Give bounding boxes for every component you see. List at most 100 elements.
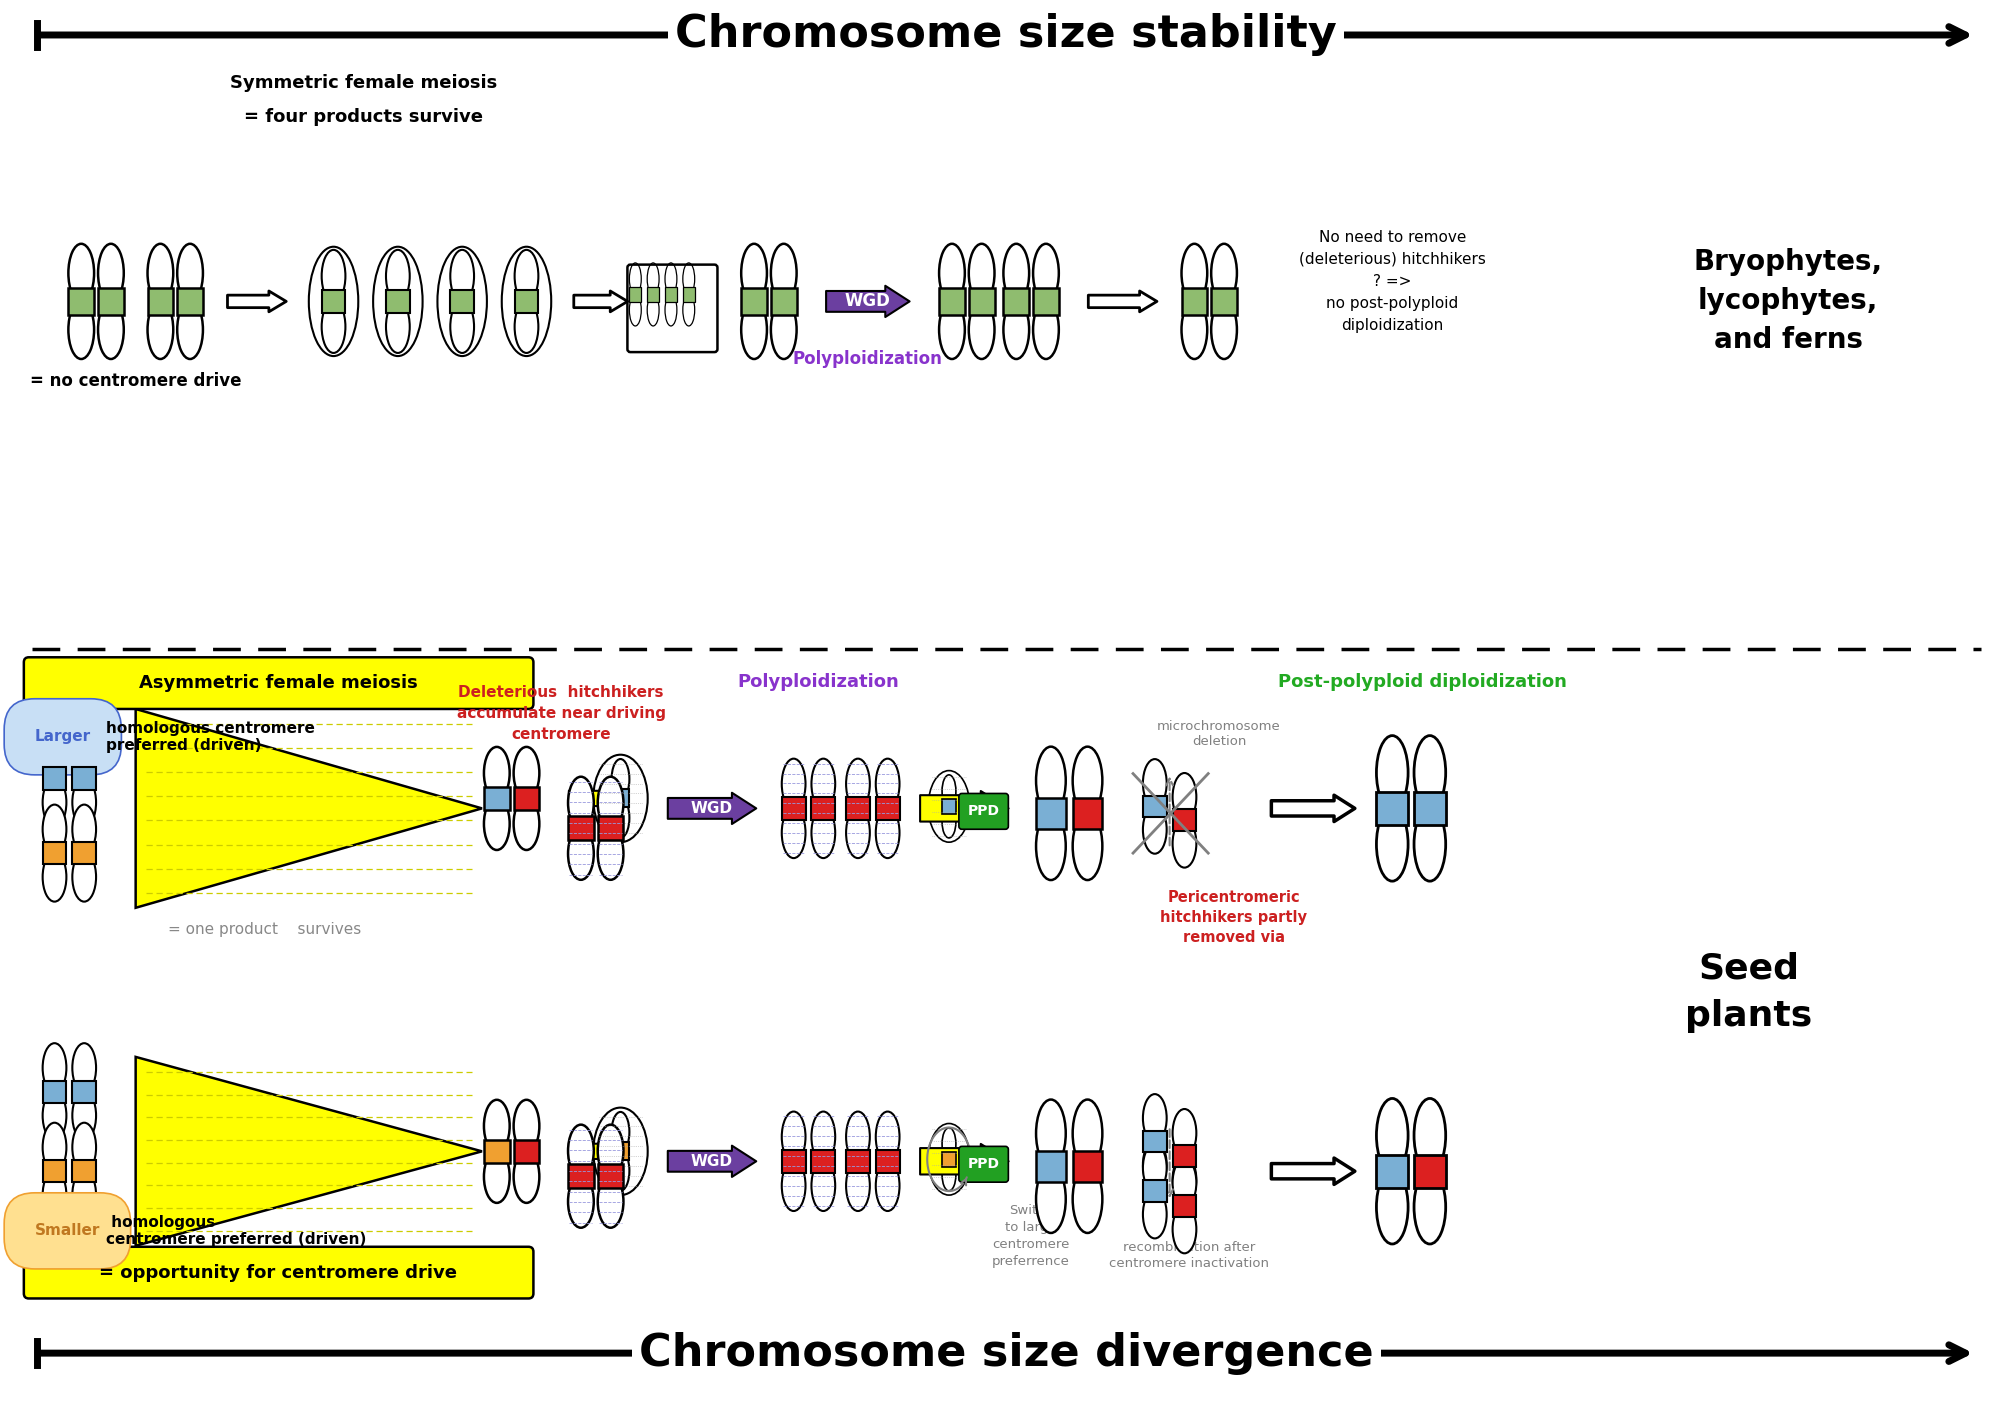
Ellipse shape [812, 758, 836, 809]
Text: = opportunity for centromere drive: = opportunity for centromere drive [100, 1264, 458, 1282]
Ellipse shape [1036, 1099, 1066, 1167]
Ellipse shape [612, 759, 630, 799]
Bar [1142, 796, 1166, 817]
Bar [682, 287, 694, 302]
Bar [68, 289, 94, 314]
Ellipse shape [1182, 300, 1208, 359]
Ellipse shape [1172, 1158, 1196, 1206]
Ellipse shape [72, 1091, 96, 1140]
Bar [450, 290, 474, 313]
Ellipse shape [876, 807, 900, 858]
Bar [72, 843, 96, 864]
Ellipse shape [630, 294, 642, 325]
Ellipse shape [612, 1112, 630, 1153]
Ellipse shape [1142, 806, 1166, 854]
Ellipse shape [666, 294, 676, 325]
Bar [968, 289, 994, 314]
Ellipse shape [1142, 1141, 1166, 1189]
Ellipse shape [782, 807, 806, 858]
Bar [612, 789, 630, 807]
Ellipse shape [514, 1151, 540, 1203]
Ellipse shape [42, 730, 66, 779]
Ellipse shape [1036, 812, 1066, 881]
Text: Bryophytes,
lycophytes,
and ferns: Bryophytes, lycophytes, and ferns [1694, 248, 1882, 355]
Ellipse shape [1376, 1099, 1408, 1172]
Ellipse shape [770, 244, 796, 303]
Ellipse shape [42, 852, 66, 902]
Bar [812, 1150, 836, 1172]
Ellipse shape [450, 300, 474, 352]
Ellipse shape [1414, 735, 1446, 810]
Ellipse shape [594, 1107, 648, 1195]
Ellipse shape [942, 806, 956, 838]
Ellipse shape [1172, 1155, 1196, 1203]
Ellipse shape [846, 1112, 870, 1162]
Ellipse shape [1172, 820, 1196, 868]
Bar [72, 1081, 96, 1103]
Bar [568, 816, 594, 840]
Ellipse shape [438, 247, 486, 356]
Ellipse shape [1414, 1169, 1446, 1244]
Ellipse shape [742, 244, 766, 303]
Text: Symmetric female meiosis: Symmetric female meiosis [230, 73, 496, 92]
Bar [42, 1160, 66, 1182]
Bar [782, 1150, 806, 1172]
Text: Switch
to large
centromere
preferrence: Switch to large centromere preferrence [992, 1203, 1070, 1268]
Ellipse shape [1072, 747, 1102, 814]
Bar [876, 1150, 900, 1172]
Ellipse shape [1172, 1205, 1196, 1254]
Ellipse shape [386, 300, 410, 352]
Text: Chromosome size divergence: Chromosome size divergence [640, 1332, 1374, 1375]
Ellipse shape [1142, 1191, 1166, 1239]
FancyBboxPatch shape [958, 793, 1008, 830]
Text: Chromosome size stability: Chromosome size stability [676, 14, 1338, 56]
FancyBboxPatch shape [958, 1147, 1008, 1182]
Bar [1142, 1130, 1166, 1153]
Bar [770, 289, 796, 314]
FancyBboxPatch shape [24, 1247, 534, 1299]
Bar [1172, 1195, 1196, 1217]
Bar [648, 287, 660, 302]
Ellipse shape [1072, 1099, 1102, 1167]
Ellipse shape [782, 1161, 806, 1210]
Bar [1072, 1151, 1102, 1182]
Bar [1004, 289, 1030, 314]
Ellipse shape [1212, 244, 1236, 303]
Ellipse shape [682, 294, 694, 325]
Bar [1072, 797, 1102, 828]
Ellipse shape [1182, 244, 1208, 303]
Text: PPD: PPD [968, 805, 1000, 819]
Ellipse shape [1072, 812, 1102, 881]
Ellipse shape [322, 249, 346, 303]
Ellipse shape [568, 776, 594, 828]
Bar [322, 290, 346, 313]
Polygon shape [136, 709, 482, 907]
Ellipse shape [648, 294, 660, 325]
Ellipse shape [502, 247, 552, 356]
Bar [42, 843, 66, 864]
Text: recombination after
centromere inactivation: recombination after centromere inactivat… [1110, 1241, 1270, 1271]
Ellipse shape [308, 247, 358, 356]
Ellipse shape [1142, 1095, 1166, 1143]
Bar [1212, 289, 1236, 314]
Ellipse shape [322, 300, 346, 352]
Bar [484, 786, 510, 810]
Ellipse shape [598, 827, 624, 879]
Ellipse shape [876, 758, 900, 809]
Bar [72, 1160, 96, 1182]
Text: = one product    survives: = one product survives [168, 921, 360, 937]
Ellipse shape [514, 1100, 540, 1153]
Ellipse shape [42, 1043, 66, 1092]
Ellipse shape [42, 1123, 66, 1172]
Ellipse shape [568, 1124, 594, 1177]
Ellipse shape [1034, 300, 1058, 359]
Ellipse shape [1004, 300, 1030, 359]
Text: PPD: PPD [968, 1157, 1000, 1171]
Ellipse shape [968, 300, 994, 359]
Ellipse shape [928, 1123, 970, 1195]
Ellipse shape [178, 300, 202, 359]
Ellipse shape [98, 300, 124, 359]
Ellipse shape [42, 1091, 66, 1140]
Bar [1034, 289, 1058, 314]
Ellipse shape [928, 771, 970, 843]
